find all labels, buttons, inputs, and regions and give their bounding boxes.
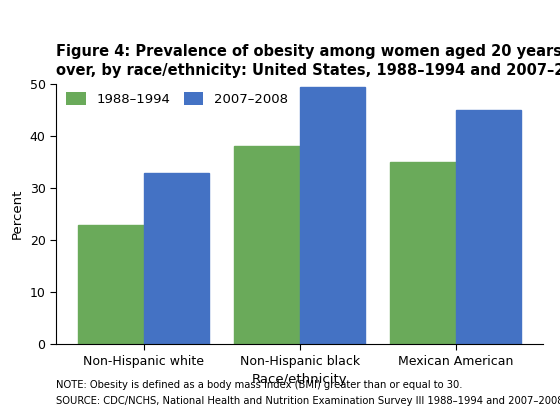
Text: NOTE: Obesity is defined as a body mass index (BMI) greater than or equal to 30.: NOTE: Obesity is defined as a body mass … [56, 380, 463, 390]
Bar [234, 147, 300, 344]
Bar [144, 173, 209, 344]
Text: Figure 4: Prevalence of obesity among women aged 20 years and
over, by race/ethn: Figure 4: Prevalence of obesity among wo… [56, 44, 560, 78]
Legend: 1988–1994, 2007–2008: 1988–1994, 2007–2008 [61, 87, 293, 111]
Text: SOURCE: CDC/NCHS, National Health and Nutrition Examination Survey III 1988–1994: SOURCE: CDC/NCHS, National Health and Nu… [56, 396, 560, 406]
X-axis label: Race/ethnicity: Race/ethnicity [252, 373, 347, 386]
Bar [300, 87, 365, 344]
Bar [455, 110, 521, 344]
Y-axis label: Percent: Percent [11, 189, 24, 239]
Bar [390, 162, 455, 344]
Bar [78, 225, 144, 344]
